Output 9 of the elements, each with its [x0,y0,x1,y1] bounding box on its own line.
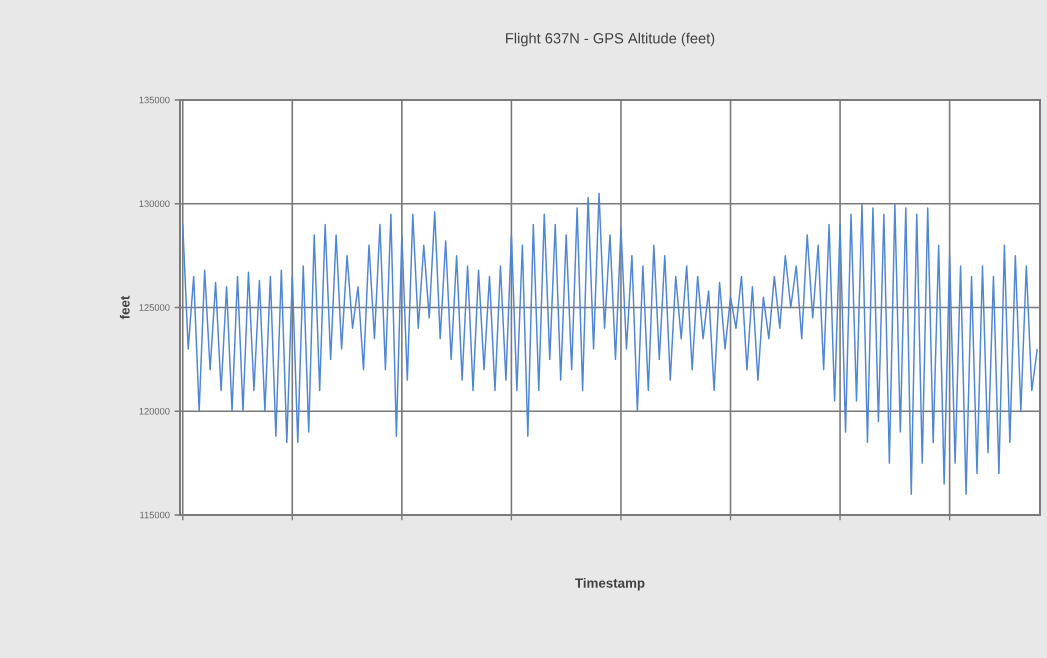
y-tick-label: 115000 [140,511,170,519]
y-tick-label: 125000 [139,304,170,311]
x-axis-title: Timestamp [575,577,645,591]
y-tick-label: 130000 [139,200,170,208]
y-axis-title: feet [119,295,130,320]
y-tick-label: 135000 [139,96,170,104]
y-tick-label: 120000 [139,407,170,415]
chart-title: Flight 637N - GPS Altitude (feet) [506,32,715,47]
line-series [182,192,1038,495]
